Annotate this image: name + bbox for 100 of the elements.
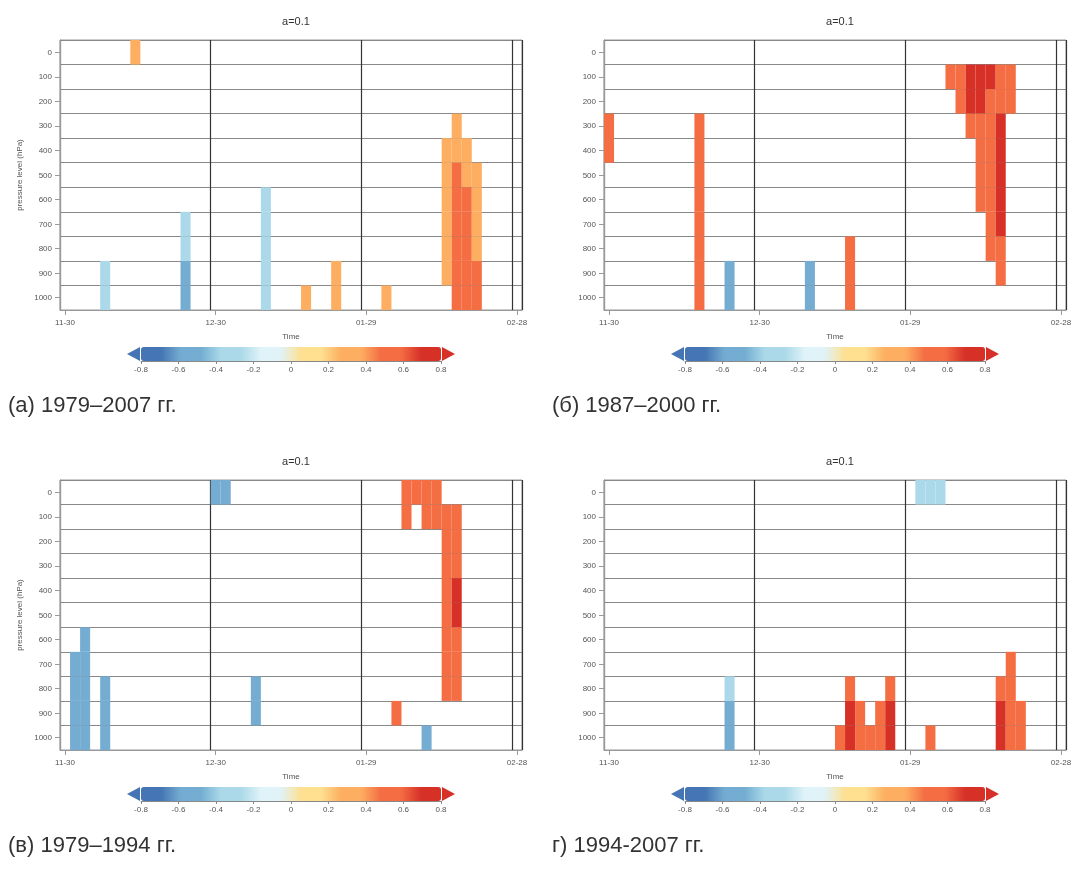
y-tick-label: 300 bbox=[38, 561, 53, 571]
color-bar-label: 0.8 bbox=[979, 804, 992, 814]
text: (а) 1979–2007 гг. bbox=[8, 392, 177, 418]
x-tick-label: 11-30 bbox=[55, 317, 76, 327]
color-bar-label: -0.8 bbox=[134, 364, 149, 374]
y-tick-label: 400 bbox=[582, 585, 597, 595]
chart-title: a=0.1 bbox=[826, 454, 854, 467]
x-axis-title: Time bbox=[282, 331, 301, 341]
chart-title: a=0.1 bbox=[826, 14, 854, 27]
color-bar-label: 0 bbox=[288, 804, 294, 814]
color-bar-label: -0.2 bbox=[790, 364, 805, 374]
color-bar-label: -0.8 bbox=[678, 804, 693, 814]
color-bar-label: -0.6 bbox=[171, 804, 186, 814]
x-axis-title: Time bbox=[826, 771, 845, 781]
y-tick-label: 900 bbox=[38, 708, 53, 718]
y-tick-label: 700 bbox=[582, 659, 597, 669]
y-tick-label: 700 bbox=[582, 219, 597, 229]
y-tick-label: 500 bbox=[582, 610, 597, 620]
y-tick-label: 1000 bbox=[34, 293, 53, 303]
y-tick-label: 0 bbox=[591, 487, 597, 497]
y-tick-label: 800 bbox=[38, 684, 53, 694]
y-tick-label: 700 bbox=[38, 219, 53, 229]
y-tick-label: 600 bbox=[582, 195, 597, 205]
y-tick-label: 200 bbox=[582, 96, 597, 106]
color-bar-label: 0.2 bbox=[866, 364, 879, 374]
y-tick-label: 300 bbox=[582, 121, 597, 131]
color-bar-label: 0.2 bbox=[322, 804, 335, 814]
color-bar-label: 0 bbox=[832, 364, 838, 374]
color-bar-label: 0.4 bbox=[904, 364, 917, 374]
x-tick-label: 01-29 bbox=[900, 317, 922, 327]
y-tick-label: 200 bbox=[582, 536, 597, 546]
text: (б) 1987–2000 гг. bbox=[552, 392, 722, 418]
x-axis-title: Time bbox=[282, 771, 301, 781]
x-tick-label: 12-30 bbox=[749, 317, 771, 327]
y-tick-label: 800 bbox=[38, 244, 53, 254]
x-tick-label: 11-30 bbox=[599, 317, 620, 327]
color-bar-label: 0.8 bbox=[435, 804, 448, 814]
color-bar-label: 0.2 bbox=[322, 364, 335, 374]
y-tick-label: 500 bbox=[38, 170, 53, 180]
color-bar-label: 0.8 bbox=[979, 364, 992, 374]
color-bar-label: -0.6 bbox=[715, 364, 730, 374]
y-axis-title: pressure level (hPa) bbox=[14, 578, 24, 651]
y-tick-label: 0 bbox=[47, 47, 53, 57]
text: г) 1994-2007 гг. bbox=[552, 832, 705, 858]
y-tick-label: 900 bbox=[582, 268, 597, 278]
x-tick-label: 11-30 bbox=[55, 757, 76, 767]
color-bar-label: 0.6 bbox=[941, 364, 954, 374]
y-tick-label: 800 bbox=[582, 684, 597, 694]
y-tick-label: 400 bbox=[38, 145, 53, 155]
x-tick-label: 02-28 bbox=[1050, 317, 1072, 327]
color-bar-label: -0.4 bbox=[753, 804, 768, 814]
y-tick-label: 1000 bbox=[34, 733, 53, 743]
color-bar-label: 0.6 bbox=[941, 804, 954, 814]
x-tick-label: 11-30 bbox=[599, 757, 620, 767]
y-tick-label: 300 bbox=[38, 121, 53, 131]
color-bar-label: -0.4 bbox=[753, 364, 768, 374]
x-tick-label: 02-28 bbox=[506, 757, 528, 767]
color-bar-label: -0.8 bbox=[678, 364, 693, 374]
y-tick-label: 100 bbox=[582, 72, 597, 82]
y-tick-label: 900 bbox=[38, 268, 53, 278]
color-bar-label: -0.6 bbox=[715, 804, 730, 814]
y-tick-label: 900 bbox=[582, 708, 597, 718]
x-tick-label: 12-30 bbox=[749, 757, 771, 767]
color-bar-label: 0.6 bbox=[397, 364, 410, 374]
y-tick-label: 500 bbox=[582, 170, 597, 180]
y-tick-label: 100 bbox=[582, 512, 597, 522]
color-bar-label: 0.4 bbox=[904, 804, 917, 814]
x-tick-label: 01-29 bbox=[356, 757, 378, 767]
x-tick-label: 01-29 bbox=[356, 317, 378, 327]
color-bar-label: -0.2 bbox=[246, 804, 261, 814]
x-axis-title: Time bbox=[826, 331, 845, 341]
color-bar-label: -0.2 bbox=[790, 804, 805, 814]
color-bar-label: -0.4 bbox=[209, 804, 224, 814]
color-bar-label: 0.4 bbox=[360, 804, 373, 814]
x-tick-label: 02-28 bbox=[1050, 757, 1072, 767]
y-tick-label: 600 bbox=[38, 195, 53, 205]
y-tick-label: 200 bbox=[38, 536, 53, 546]
y-tick-label: 1000 bbox=[578, 733, 597, 743]
y-tick-label: 1000 bbox=[578, 293, 597, 303]
y-tick-label: 200 bbox=[38, 96, 53, 106]
y-tick-label: 800 bbox=[582, 244, 597, 254]
color-bar-label: -0.8 bbox=[134, 804, 149, 814]
text: (в) 1979–1994 гг. bbox=[8, 832, 177, 858]
y-tick-label: 700 bbox=[38, 659, 53, 669]
y-tick-label: 600 bbox=[38, 635, 53, 645]
y-tick-label: 300 bbox=[582, 561, 597, 571]
color-bar-label: 0 bbox=[832, 804, 838, 814]
color-bar-label: -0.4 bbox=[209, 364, 224, 374]
y-tick-label: 0 bbox=[591, 47, 597, 57]
color-bar-label: 0.8 bbox=[435, 364, 448, 374]
x-tick-label: 01-29 bbox=[900, 757, 922, 767]
y-axis-title: pressure level (hPa) bbox=[14, 138, 24, 211]
x-tick-label: 12-30 bbox=[205, 317, 227, 327]
color-bar-label: 0.6 bbox=[397, 804, 410, 814]
chart-title: a=0.1 bbox=[282, 14, 310, 27]
y-tick-label: 600 bbox=[582, 635, 597, 645]
y-tick-label: 400 bbox=[582, 145, 597, 155]
y-tick-label: 100 bbox=[38, 72, 53, 82]
color-bar-label: 0.4 bbox=[360, 364, 373, 374]
y-tick-label: 100 bbox=[38, 512, 53, 522]
